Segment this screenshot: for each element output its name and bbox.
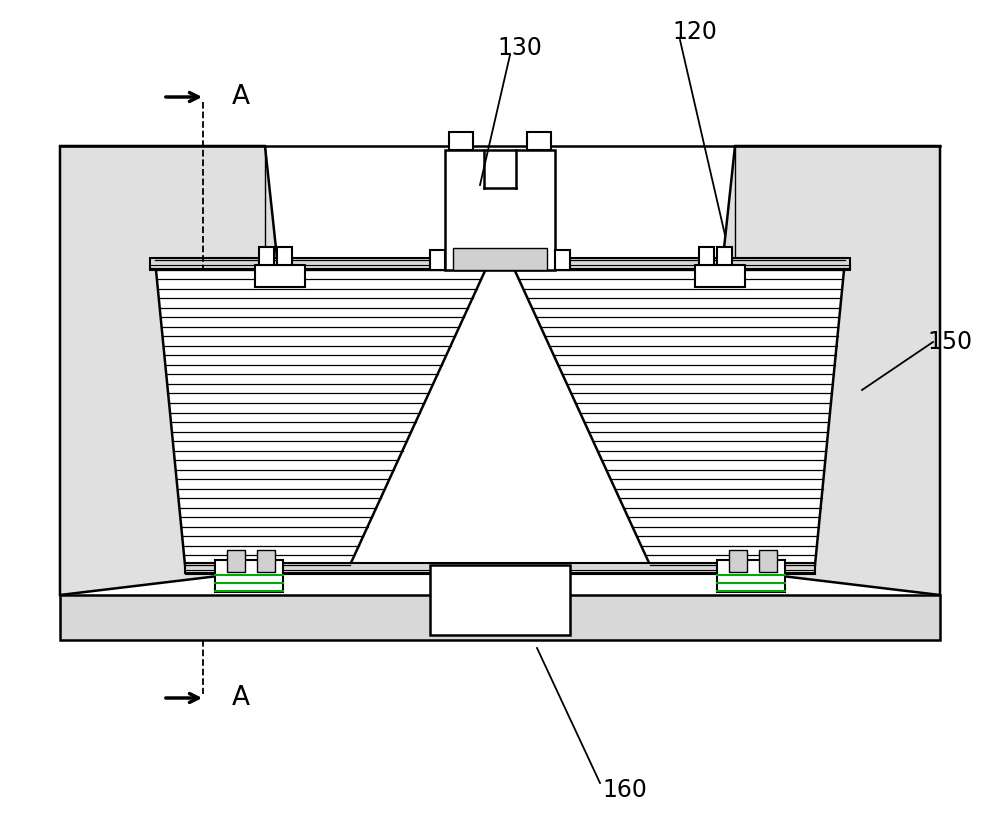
Polygon shape <box>155 260 490 565</box>
Polygon shape <box>60 146 310 595</box>
Polygon shape <box>60 595 940 640</box>
Bar <box>699 247 714 265</box>
Text: 120: 120 <box>673 20 717 44</box>
Bar <box>227 550 245 572</box>
Bar <box>445 150 555 270</box>
Text: 130: 130 <box>498 36 542 60</box>
Bar <box>717 247 732 265</box>
Polygon shape <box>690 146 940 595</box>
Bar <box>277 247 292 265</box>
Bar <box>555 250 570 270</box>
Polygon shape <box>510 260 845 565</box>
Bar <box>453 248 547 270</box>
Bar <box>430 565 570 635</box>
Bar <box>759 550 777 572</box>
Bar <box>449 132 473 150</box>
Bar <box>215 560 283 592</box>
Bar <box>695 265 745 287</box>
Text: A: A <box>232 685 250 711</box>
Bar <box>255 265 305 287</box>
Text: 150: 150 <box>927 330 973 354</box>
Bar <box>150 258 850 270</box>
Bar <box>185 563 815 573</box>
Text: A: A <box>232 84 250 110</box>
Bar <box>717 560 785 592</box>
Bar <box>257 550 275 572</box>
Text: 160: 160 <box>603 778 647 802</box>
Bar <box>527 132 551 150</box>
Bar <box>259 247 274 265</box>
Bar <box>430 250 445 270</box>
Bar <box>729 550 747 572</box>
